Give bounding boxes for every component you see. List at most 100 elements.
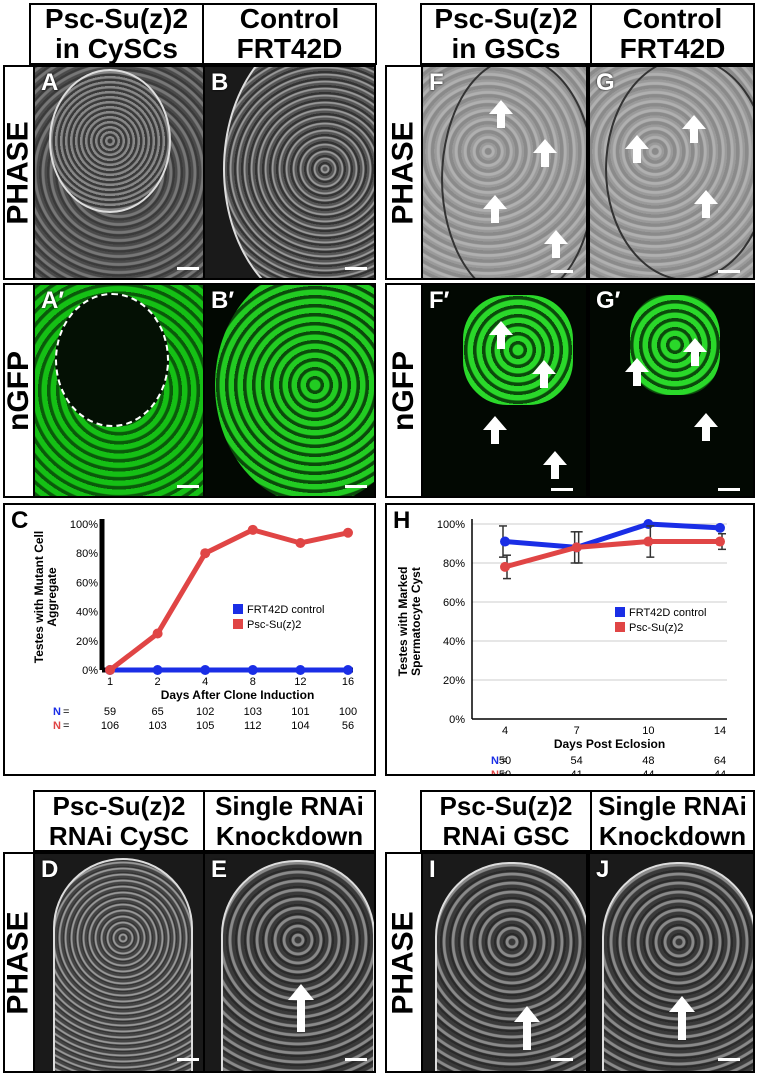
data-point <box>643 519 654 529</box>
panel-g-prime-image: G′ <box>588 283 755 498</box>
n-value: 104 <box>291 720 309 732</box>
n-value: 103 <box>148 720 166 732</box>
row-label-phase-bottom-right: PHASE <box>385 852 423 1073</box>
data-point <box>152 628 163 639</box>
arrow-icon <box>543 451 567 479</box>
title-single-rnai-left: Single RNAi Knockdown <box>203 790 376 852</box>
arrows <box>669 996 695 1040</box>
scale-bar <box>718 270 740 273</box>
data-point <box>500 561 510 572</box>
y-tick-label: 20% <box>443 675 465 687</box>
panel-label-a-prime: A′ <box>41 287 65 314</box>
data-point <box>715 522 725 533</box>
title-control-left: Control FRT42D <box>202 3 377 65</box>
data-point <box>500 536 510 547</box>
scale-bar <box>551 270 573 273</box>
title-psc-gscs: Psc-Su(z)2 in GSCs <box>420 3 592 65</box>
y-tick-label: 60% <box>76 577 98 589</box>
arrow-icon <box>483 195 507 223</box>
arrow-icon <box>489 321 513 349</box>
n-value: 44 <box>642 769 654 774</box>
chart-h-panel: H Testes with Marked Spermatocyte Cyst 0% 2… <box>385 503 755 776</box>
y-tick-label: 40% <box>443 636 465 648</box>
panel-f-image: F <box>421 65 588 280</box>
y-tick-label: 80% <box>76 548 98 560</box>
x-tick-label: 12 <box>294 676 306 688</box>
n-row-equals: = <box>501 755 507 767</box>
data-point <box>247 665 258 675</box>
n-value: 48 <box>642 755 654 767</box>
legend-swatch <box>233 604 243 614</box>
panel-label-f: F <box>429 69 444 96</box>
scale-bar <box>345 267 367 270</box>
data-point <box>200 548 211 559</box>
panel-label-a: A <box>41 69 59 96</box>
chart-c: Testes with Mutant Cell Aggregate 0% 20% 40%… <box>32 519 357 732</box>
series-line <box>108 527 349 672</box>
arrows <box>514 1006 540 1050</box>
data-point <box>715 536 725 547</box>
arrow-icon <box>514 1006 540 1050</box>
x-tick-label: 10 <box>642 725 654 737</box>
data-point <box>200 665 211 675</box>
panel-d-image: D <box>33 852 205 1073</box>
panel-label-d: D <box>41 856 59 883</box>
panel-label-i: I <box>429 856 436 883</box>
panel-label-g-prime: G′ <box>596 287 621 314</box>
row-label-ngfp-left: nGFP <box>2 283 35 498</box>
n-value: 102 <box>196 706 214 718</box>
panel-label-h: H <box>393 507 411 534</box>
panel-j-image: J <box>588 852 755 1073</box>
panel-label-c: C <box>11 507 29 534</box>
x-tick-label: 2 <box>155 676 161 688</box>
row-label-phase-bottom-left: PHASE <box>2 852 35 1073</box>
n-value: 103 <box>244 706 262 718</box>
arrow-icon <box>682 115 706 143</box>
n-value: 100 <box>339 706 357 718</box>
scale-bar <box>345 1058 367 1061</box>
n-row-label: N <box>53 720 61 732</box>
n-row-equals: = <box>63 706 69 718</box>
data-point <box>105 665 115 675</box>
panel-b-image: B <box>203 65 376 280</box>
arrow-icon <box>694 413 718 441</box>
n-value: 54 <box>571 755 583 767</box>
arrow-icon <box>683 338 707 366</box>
panel-label-b-prime: B′ <box>211 287 235 314</box>
chart-h: Testes with Marked Spermatocyte Cyst 0% 20%… <box>396 519 727 774</box>
title-psc-rnai-cysc: Psc-Su(z)2 RNAi CySC <box>33 790 205 852</box>
x-tick-label: 16 <box>342 676 354 688</box>
arrows <box>625 115 718 218</box>
legend-swatch <box>615 622 625 632</box>
data-point <box>247 524 258 535</box>
row-label-phase-right: PHASE <box>385 65 423 280</box>
title-control-right: Control FRT42D <box>590 3 755 65</box>
legend-label: Psc-Su(z)2 <box>247 619 301 631</box>
arrow-icon <box>544 230 568 258</box>
n-value: 112 <box>244 720 262 732</box>
y-axis-label: Testes with Mutant Cell <box>32 531 46 663</box>
arrows <box>288 984 314 1032</box>
panel-label-b: B <box>211 69 229 96</box>
panel-g-image: G <box>588 65 755 280</box>
legend-label: FRT42D control <box>247 604 324 616</box>
data-point <box>643 536 654 547</box>
legend-swatch <box>615 607 625 617</box>
data-point <box>571 542 582 553</box>
y-axis-label: Spermatocyte Cyst <box>409 567 423 676</box>
legend-label: Psc-Su(z)2 <box>629 622 683 634</box>
y-tick-label: 0% <box>82 665 98 677</box>
series-line <box>504 539 720 570</box>
data-point <box>295 665 306 675</box>
arrow-icon <box>625 135 649 163</box>
panel-f-prime-image: F′ <box>421 283 588 498</box>
arrow-icon <box>483 416 507 444</box>
panel-label-f-prime: F′ <box>429 287 450 314</box>
data-point <box>343 665 353 675</box>
data-point <box>343 527 353 538</box>
n-value: 56 <box>342 720 354 732</box>
n-value: 50 <box>499 755 511 767</box>
panel-label-e: E <box>211 856 228 883</box>
title-psc-rnai-gsc: Psc-Su(z)2 RNAi GSC <box>420 790 592 852</box>
y-tick-label: 100% <box>437 519 465 531</box>
